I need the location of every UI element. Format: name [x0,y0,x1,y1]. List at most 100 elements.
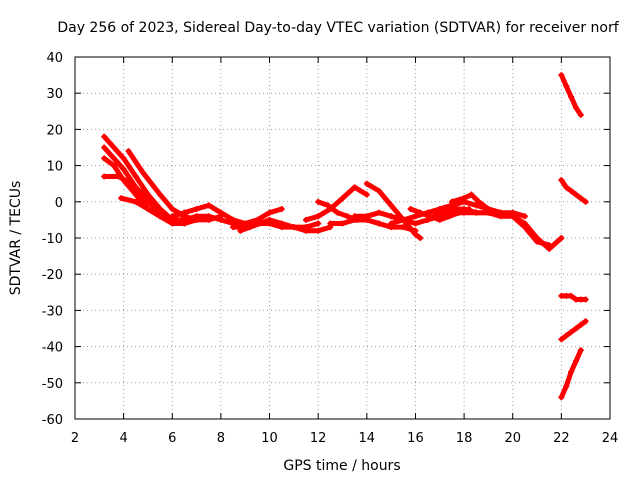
data-point [193,206,200,213]
y-tick-label: -20 [42,268,63,283]
data-point [127,180,134,187]
data-point [521,213,528,220]
data-point [558,72,565,79]
data-point [157,191,164,198]
x-axis-label: GPS time / hours [283,458,400,474]
data-point [181,216,188,223]
data-point [125,148,132,155]
data-point [278,224,285,231]
data-point [115,173,122,180]
data-point [118,195,125,202]
y-tick-label: -60 [42,413,63,428]
data-point [424,216,431,223]
series-arc-9 [230,220,334,234]
series-arc-20 [436,206,553,249]
data-point [101,144,108,151]
data-point [205,202,212,209]
data-point [558,177,565,184]
data-point [572,104,579,111]
x-tick-label: 4 [119,431,127,446]
data-point [315,220,322,227]
data-point [572,325,579,332]
data-point [521,224,528,231]
data-point [563,332,570,339]
data-point [144,206,151,213]
data-point [400,224,407,231]
x-tick-label: 2 [71,431,79,446]
data-point [388,213,395,220]
ticks: 2 4 6 8 10 12 14 16 18 20 22 24-60-50-40-30-20-1001… [42,51,619,446]
data-point [290,224,297,231]
data-point [388,202,395,209]
data-point [324,202,331,209]
series-arc-22 [558,177,589,205]
data-point [475,198,482,205]
data-point [363,213,370,220]
data-point [110,155,117,162]
data-point [577,111,584,118]
data-point [230,216,237,223]
x-tick-label: 10 [261,431,278,446]
data-point [132,191,139,198]
series-arc-7 [169,202,285,227]
y-tick-label: -10 [42,232,63,247]
series-arc-6 [118,195,249,227]
data-point [388,220,395,227]
data-point [101,173,108,180]
series-arc-24 [558,318,589,343]
data-point [303,216,310,223]
data-point [132,173,139,180]
data-point [205,213,212,220]
y-tick-label: 10 [46,160,63,175]
data-point [266,220,273,227]
x-tick-label: 22 [553,431,570,446]
data-point [169,206,176,213]
data-point [577,347,584,354]
data-point [230,224,237,231]
data-point [534,238,541,245]
data-point [339,220,346,227]
data-point [363,191,370,198]
x-tick-label: 18 [456,431,473,446]
data-point [217,209,224,216]
y-tick-label: 0 [55,196,63,211]
data-point [568,292,575,299]
data-point [546,242,553,249]
series-trace [437,206,552,248]
data-point [563,82,570,89]
data-point [266,209,273,216]
data-point [448,198,455,205]
data-point [473,202,480,209]
x-tick-label: 8 [217,431,225,446]
data-point [120,155,127,162]
data-point [315,227,322,234]
data-point [375,209,382,216]
y-tick-label: -40 [42,341,63,356]
data-point [101,155,108,162]
data-point [568,93,575,100]
data-point [509,213,516,220]
data-point [407,206,414,213]
data-point [461,206,468,213]
data-point [417,209,424,216]
series-arc-25 [558,347,584,401]
data-point [558,394,565,401]
data-point [110,162,117,169]
data-points [101,72,589,401]
data-point [563,383,570,390]
data-point [157,213,164,220]
data-point [577,195,584,202]
data-point [417,235,424,241]
series-arc-21 [558,72,584,118]
data-point [278,206,285,213]
data-point [582,296,589,303]
data-point [351,184,358,191]
data-point [558,235,565,241]
grid [75,57,610,419]
x-tick-label: 14 [359,431,376,446]
data-point [473,209,480,216]
series-trace [101,155,187,226]
series-trace [169,202,285,226]
